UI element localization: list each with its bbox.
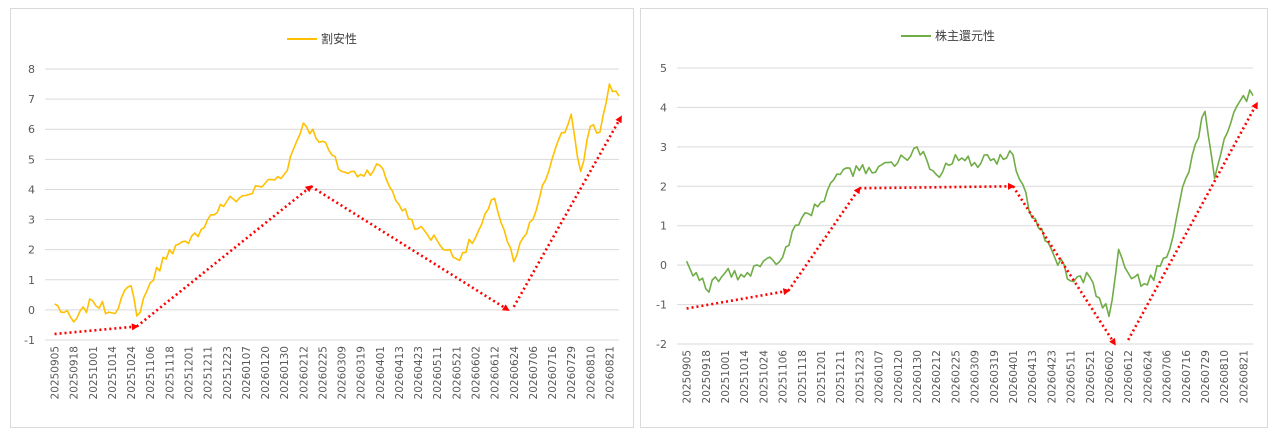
x-tick-label: 20251001: [720, 350, 732, 403]
x-tick-label: 20260821: [1238, 350, 1250, 403]
x-tick-label: 20260602: [471, 346, 483, 399]
y-tick-label: 2: [28, 244, 35, 257]
x-tick-label: 20260130: [279, 346, 291, 399]
y-tick-label: 5: [660, 62, 667, 75]
x-tick-label: 20251001: [88, 346, 100, 399]
y-tick-label: 5: [28, 153, 35, 166]
trend-arrow: [310, 185, 510, 311]
x-tick-label: 20260716: [1181, 350, 1193, 404]
x-tick-label: 20260716: [547, 346, 559, 400]
trend-arrow: [859, 182, 1015, 190]
y-tick-label: 8: [28, 63, 35, 76]
x-tick-label: 20260309: [970, 350, 982, 403]
x-tick-label: 20260729: [1200, 350, 1212, 403]
trend-arrow: [787, 186, 861, 292]
x-tick-label: 20260602: [1104, 350, 1116, 403]
y-tick-label: 0: [660, 259, 667, 272]
trend-arrow: [136, 185, 313, 328]
x-tick-label: 20260521: [1085, 350, 1097, 403]
x-tick-label: 20260212: [931, 350, 943, 403]
x-tick-label: 20251201: [184, 346, 196, 399]
x-tick-label: 20260401: [375, 346, 387, 399]
x-tick-label: 20251118: [164, 346, 176, 399]
x-tick-label: 20251211: [835, 350, 847, 403]
x-tick-label: 20250918: [69, 346, 81, 399]
x-tick-label: 20260212: [298, 346, 310, 399]
x-tick-label: 20260120: [260, 346, 272, 399]
y-tick-label: 4: [28, 183, 35, 196]
y-tick-label: 1: [28, 274, 35, 287]
x-tick-label: 20250918: [701, 350, 713, 403]
x-tick-label: 20260624: [509, 346, 521, 400]
x-tick-label: 20251201: [816, 350, 828, 403]
x-tick-label: 20260413: [394, 346, 406, 399]
x-tick-label: 20260612: [1123, 350, 1135, 403]
chart-panel-right: 株主還元性 -2 -1 0 1 2 3 4 5 20250905 20250918 20251001 2…: [640, 8, 1268, 428]
x-tick-label: 20260706: [1162, 350, 1174, 404]
x-tick-label: 20250905: [682, 350, 694, 403]
x-tick-label: 20260107: [241, 346, 253, 399]
x-tick-label: 20260729: [566, 346, 578, 399]
chart-panel-left: 割安性 -1 0 1 2 3 4 5 6 7 8 20250905 20250918 20251001 20…: [10, 8, 634, 428]
y-tick-label: 4: [660, 101, 667, 114]
y-tick-label: -1: [656, 299, 667, 312]
series-line: [54, 83, 620, 323]
y-tick-label: 3: [28, 214, 35, 227]
y-tick-label: 7: [28, 93, 35, 106]
x-tick-label: 20260810: [1219, 350, 1231, 403]
x-tick-label: 20251118: [797, 350, 809, 403]
x-tick-label: 20260521: [451, 346, 463, 399]
x-tick-label: 20251211: [203, 346, 215, 399]
x-tick-label: 20251106: [778, 350, 790, 404]
x-tick-label: 20251024: [758, 350, 770, 404]
x-tick-label: 20251223: [222, 346, 234, 399]
x-tick-label: 20260225: [950, 350, 962, 403]
y-tick-label: 0: [28, 304, 35, 317]
x-tick-label: 20260706: [528, 346, 540, 400]
y-tick-label: -2: [656, 338, 667, 351]
legend-label: 割安性: [321, 31, 357, 46]
x-tick-label: 20260624: [1142, 350, 1154, 404]
x-tick-label: 20251024: [126, 346, 138, 400]
x-tick-label: 20260319: [356, 346, 368, 399]
chart-left: 割安性 -1 0 1 2 3 4 5 6 7 8 20250905 20250918 20251001 20…: [24, 31, 623, 400]
x-tick-label: 20260810: [585, 346, 597, 399]
trend-arrow: [54, 323, 139, 336]
x-tick-label: 20260612: [490, 346, 502, 399]
x-tick-label: 20260107: [874, 350, 886, 403]
trend-arrow: [512, 115, 623, 308]
x-tick-label: 20260120: [893, 350, 905, 403]
series-line: [685, 89, 1254, 318]
x-tick-label: 20260511: [432, 346, 444, 399]
x-tick-label: 20260130: [912, 350, 924, 403]
y-tick-label: 6: [28, 123, 35, 136]
y-tick-label: 3: [660, 141, 667, 154]
x-tick-label: 20260309: [337, 346, 349, 399]
x-tick-label: 20260423: [1046, 350, 1058, 403]
x-tick-label: 20260413: [1027, 350, 1039, 403]
x-tick-label: 20260423: [413, 346, 425, 399]
x-tick-label: 20251014: [739, 350, 751, 404]
x-tick-label: 20251223: [854, 350, 866, 403]
chart-right: 株主還元性 -2 -1 0 1 2 3 4 5 20250905 20250918 20251001 2…: [656, 28, 1258, 404]
x-tick-label: 20250905: [50, 346, 62, 399]
x-tick-label: 20260401: [1008, 350, 1020, 403]
y-tick-label: 2: [660, 180, 667, 193]
y-tick-label: 1: [660, 220, 667, 233]
trend-arrow: [1011, 185, 1116, 346]
x-tick-label: 20260821: [604, 346, 616, 399]
trend-arrow: [686, 288, 791, 310]
x-tick-label: 20260225: [317, 346, 329, 399]
y-tick-label: -1: [24, 334, 35, 347]
x-tick-label: 20251014: [107, 346, 119, 400]
x-tick-label: 20251106: [145, 346, 157, 400]
x-tick-label: 20260319: [989, 350, 1001, 403]
x-tick-label: 20260511: [1066, 350, 1078, 403]
legend-label: 株主還元性: [935, 28, 995, 43]
